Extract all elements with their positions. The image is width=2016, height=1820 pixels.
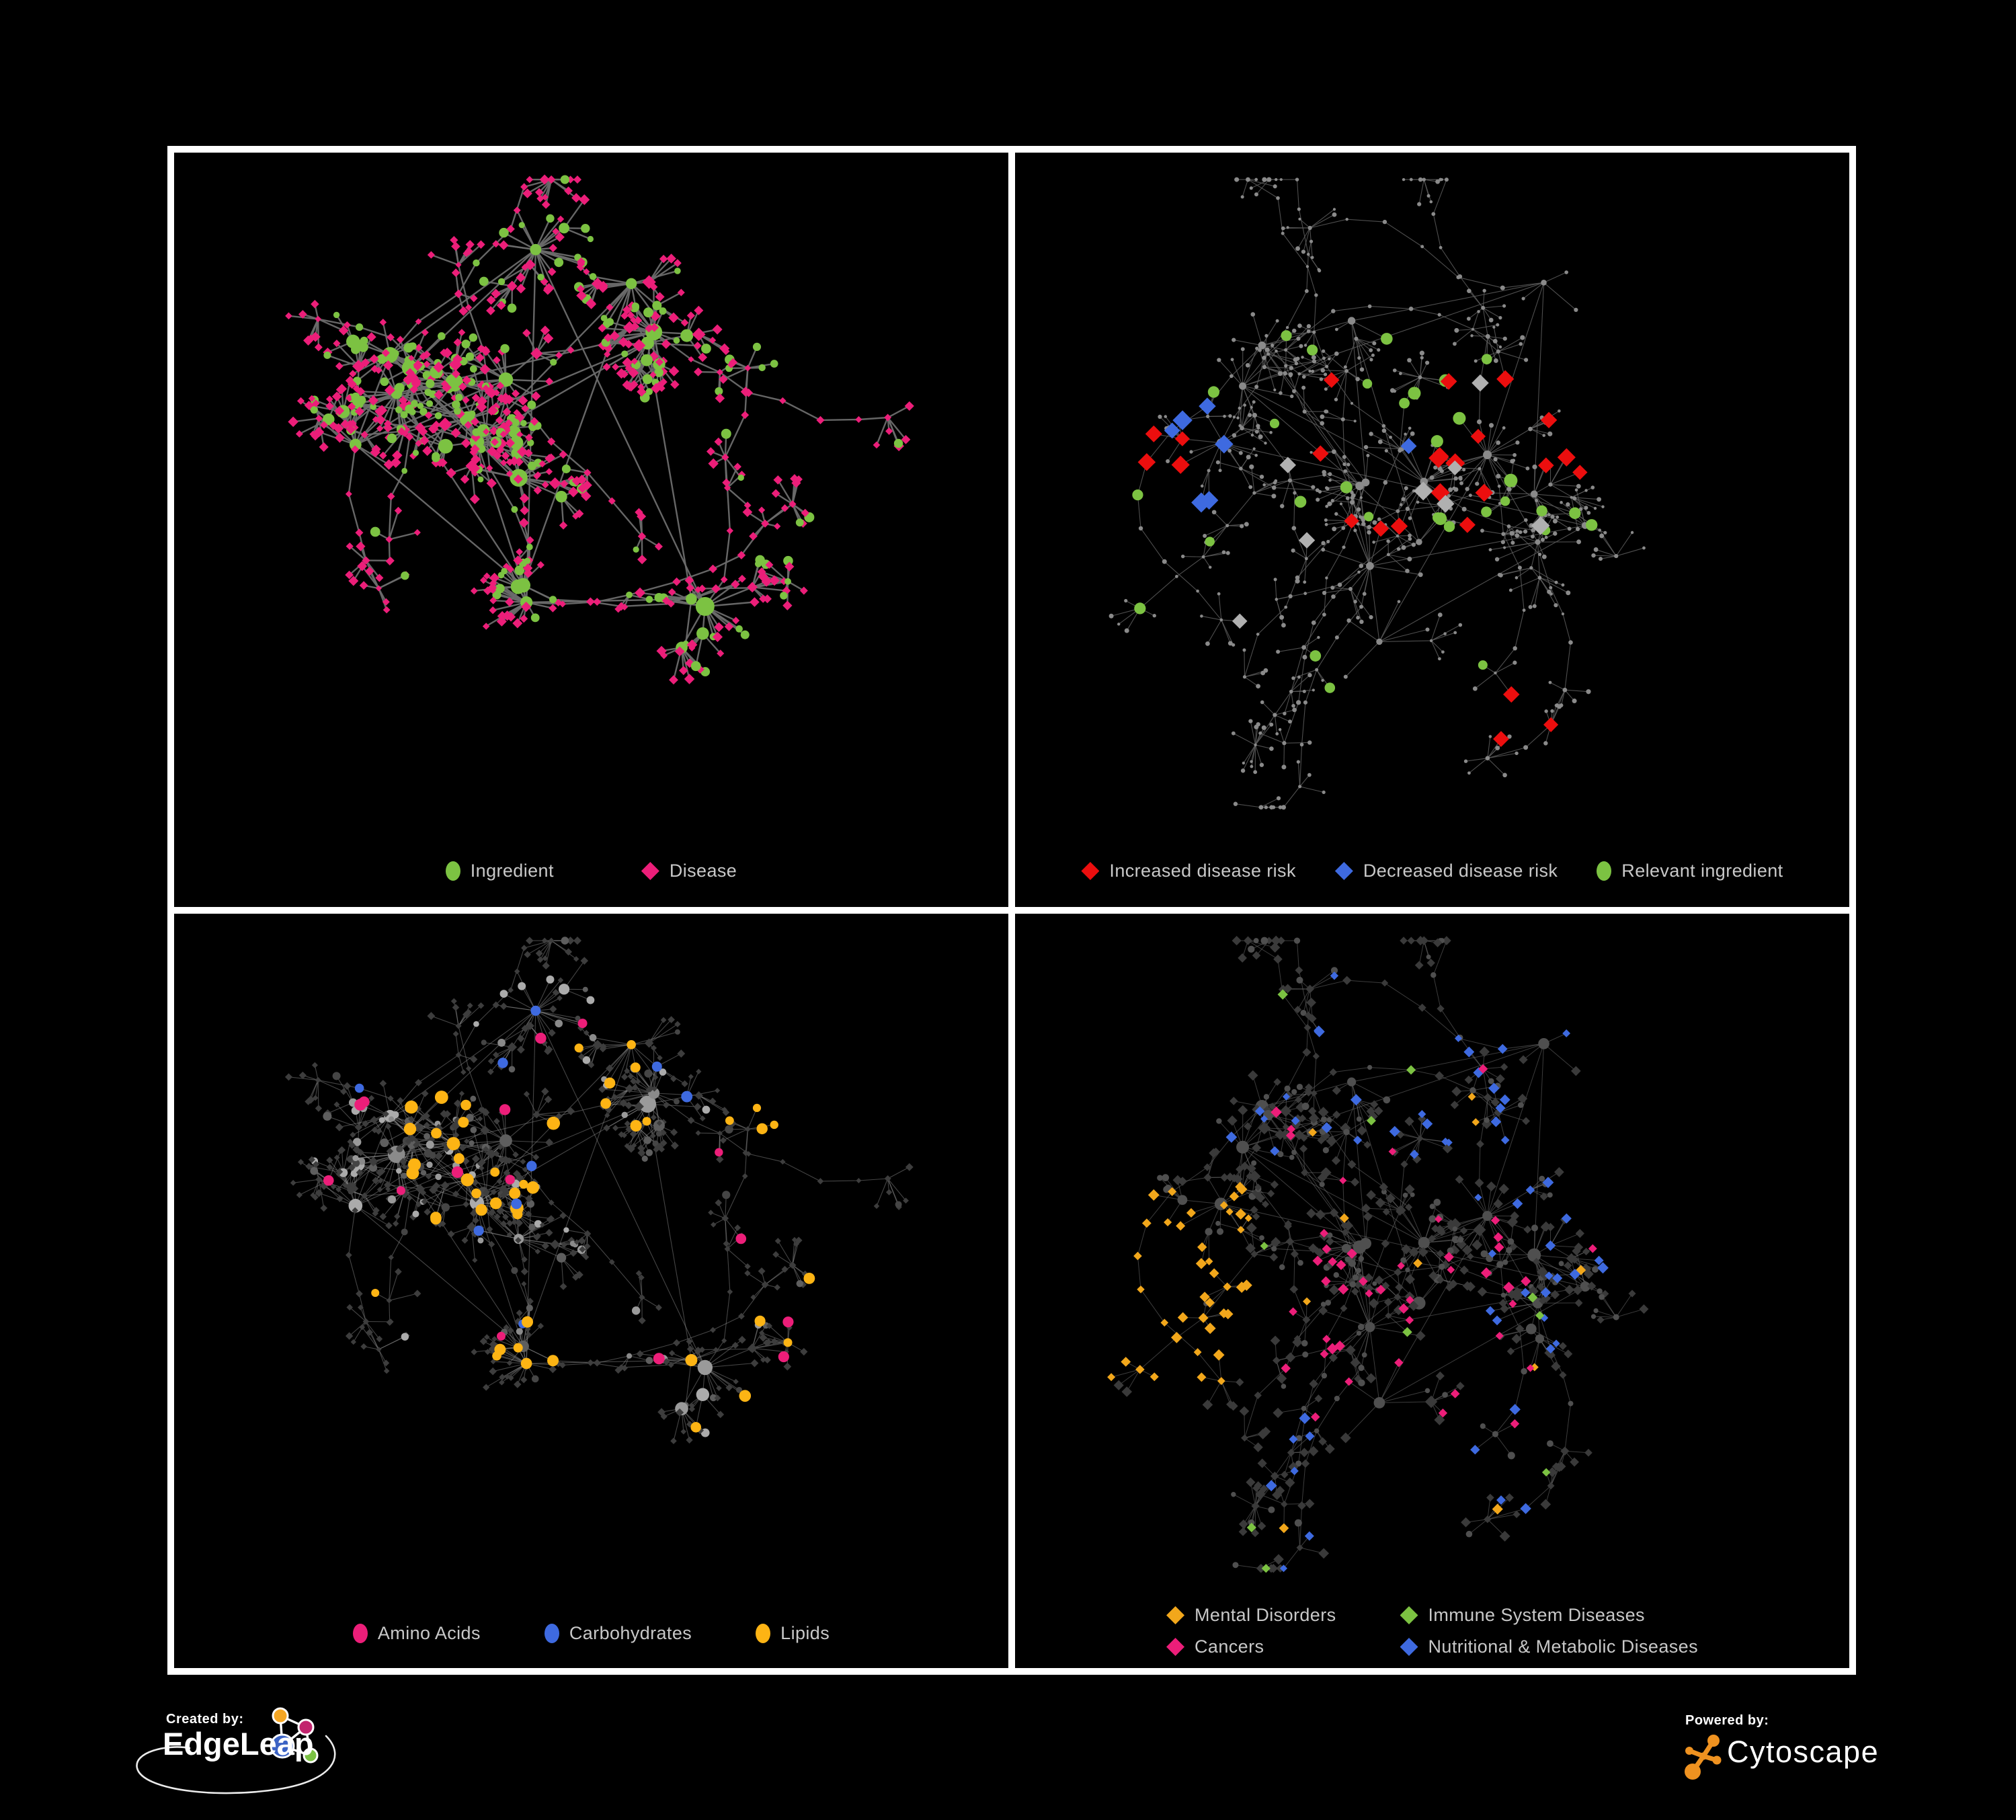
legend-label-ingredient: Ingredient bbox=[470, 861, 554, 881]
created-by-block: Created by: EdgeLeap bbox=[128, 1707, 383, 1820]
nutritional-metabolic-diseases-marker-icon bbox=[1400, 1638, 1418, 1656]
carbohydrates-marker-icon bbox=[544, 1624, 559, 1643]
mental-disorders-marker-icon bbox=[1166, 1606, 1185, 1624]
legend-item-mental-disorders: Mental Disorders bbox=[1166, 1605, 1336, 1626]
ingredient-disease-network-graph bbox=[285, 174, 914, 685]
legend-item-cancers: Cancers bbox=[1166, 1636, 1336, 1657]
disease-risk-legend: Increased disease risk Decreased disease… bbox=[1015, 861, 1849, 881]
legend-label-lipids: Lipids bbox=[780, 1623, 830, 1643]
legend-item-nutritional-metabolic-diseases: Nutritional & Metabolic Diseases bbox=[1400, 1636, 1698, 1657]
edgeleap-logo-icon bbox=[136, 1707, 336, 1794]
disease-categories-legend: Mental Disorders Immune System Diseases … bbox=[1015, 1605, 1849, 1657]
panel-disease-categories-network: Mental Disorders Immune System Diseases … bbox=[1015, 914, 1849, 1668]
decreased-risk-marker-icon bbox=[1334, 862, 1353, 880]
powered-by-block: Powered by: Cytoscape bbox=[1684, 1713, 1980, 1801]
legend-label-decreased-risk: Decreased disease risk bbox=[1363, 861, 1558, 881]
panel-ingredient-disease-network: Ingredient Disease bbox=[174, 153, 1008, 907]
legend-label-mental-disorders: Mental Disorders bbox=[1195, 1605, 1336, 1625]
legend-label-amino-acids: Amino Acids bbox=[377, 1623, 481, 1643]
horizontal-divider bbox=[174, 907, 1849, 914]
edgeleap-wordmark: EdgeLeap bbox=[163, 1726, 314, 1762]
legend-item-increased-risk: Increased disease risk bbox=[1081, 861, 1295, 881]
lipids-marker-icon bbox=[756, 1624, 771, 1643]
legend-label-nutritional-metabolic-diseases: Nutritional & Metabolic Diseases bbox=[1428, 1636, 1698, 1657]
panel-ingredient-classes-network: Amino Acids Carbohydrates Lipids bbox=[174, 914, 1008, 1668]
legend-item-carbohydrates: Carbohydrates bbox=[544, 1623, 692, 1644]
cytoscape-icon bbox=[1685, 1735, 1722, 1780]
legend-label-immune-system-diseases: Immune System Diseases bbox=[1428, 1605, 1645, 1625]
immune-system-diseases-marker-icon bbox=[1400, 1606, 1418, 1624]
created-by-label: Created by: bbox=[166, 1712, 244, 1727]
disease-risk-network-graph bbox=[1108, 177, 1646, 810]
legend-item-immune-system-diseases: Immune System Diseases bbox=[1400, 1605, 1698, 1626]
legend-item-disease: Disease bbox=[641, 861, 737, 881]
cancers-marker-icon bbox=[1166, 1638, 1185, 1656]
legend-label-relevant-ingredient: Relevant ingredient bbox=[1621, 861, 1783, 881]
increased-risk-marker-icon bbox=[1081, 862, 1100, 880]
powered-by-label: Powered by: bbox=[1685, 1713, 1769, 1728]
ingredient-disease-legend: Ingredient Disease bbox=[174, 861, 1008, 881]
disease-categories-network-graph bbox=[1107, 935, 1649, 1573]
legend-item-relevant-ingredient: Relevant ingredient bbox=[1597, 861, 1783, 881]
ingredient-marker-icon bbox=[445, 861, 460, 881]
panel-disease-risk-network: Increased disease risk Decreased disease… bbox=[1015, 153, 1849, 907]
legend-item-decreased-risk: Decreased disease risk bbox=[1334, 861, 1558, 881]
ingredient-classes-network-graph bbox=[284, 937, 914, 1445]
legend-label-increased-risk: Increased disease risk bbox=[1109, 861, 1296, 881]
ingredient-classes-legend: Amino Acids Carbohydrates Lipids bbox=[174, 1623, 1008, 1644]
legend-label-carbohydrates: Carbohydrates bbox=[569, 1623, 692, 1643]
legend-item-ingredient: Ingredient bbox=[445, 861, 554, 881]
legend-item-amino-acids: Amino Acids bbox=[352, 1623, 481, 1644]
amino-acids-marker-icon bbox=[352, 1624, 368, 1643]
legend-item-lipids: Lipids bbox=[756, 1623, 830, 1644]
cytoscape-wordmark: Cytoscape bbox=[1727, 1735, 1880, 1769]
relevant-ingredient-marker-icon bbox=[1597, 861, 1612, 881]
figure-frame: Ingredient Disease Increased disease ris… bbox=[167, 146, 1856, 1675]
legend-label-cancers: Cancers bbox=[1195, 1636, 1264, 1657]
disease-marker-icon bbox=[641, 862, 659, 880]
legend-label-disease: Disease bbox=[669, 861, 737, 881]
